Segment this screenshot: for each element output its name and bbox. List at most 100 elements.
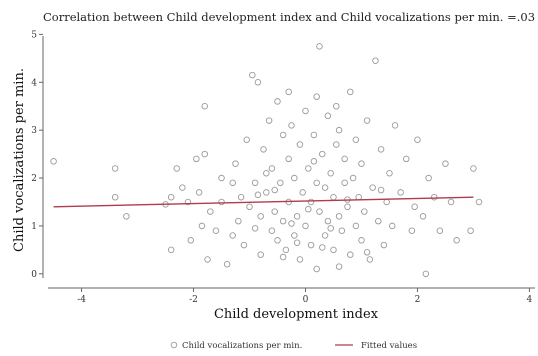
scatter-point — [279, 131, 287, 139]
scatter-point — [218, 198, 225, 206]
y-tick-label: 1 — [31, 222, 37, 232]
scatter-point — [184, 198, 192, 206]
scatter-point — [422, 270, 430, 278]
scatter-point — [254, 191, 262, 199]
scatter-point — [307, 198, 315, 206]
scatter-point — [316, 43, 323, 50]
x-tick-label: -2 — [189, 295, 198, 305]
scatter-point — [257, 213, 264, 220]
scatter-point — [167, 246, 175, 254]
scatter-point — [201, 102, 208, 110]
scatter-point — [243, 136, 250, 143]
scatter-point — [249, 71, 256, 79]
scatter-point — [349, 174, 357, 182]
scatter-point — [411, 203, 418, 211]
y-tick-label: 2 — [31, 174, 37, 184]
scatter-point — [293, 213, 301, 220]
scatter-point — [310, 158, 318, 165]
legend-scatter-marker — [170, 341, 178, 349]
scatter-point — [251, 179, 259, 187]
scatter-point — [296, 256, 304, 263]
scatter-point — [232, 160, 239, 167]
scatter-point — [327, 225, 334, 232]
scatter-point — [338, 227, 346, 234]
scatter-point — [347, 88, 354, 96]
scatter-point — [274, 237, 281, 244]
scatter-point — [391, 122, 399, 129]
scatter-point — [389, 222, 396, 230]
scatter-point — [436, 227, 444, 234]
scatter-point — [187, 237, 194, 244]
scatter-point — [313, 265, 320, 273]
legend: Child vocalizations per min. Fitted valu… — [170, 341, 417, 351]
scatter-point — [240, 241, 248, 249]
scatter-point — [341, 155, 348, 163]
scatter-point — [447, 198, 455, 206]
scatter-point — [372, 57, 379, 64]
legend-fit-label: Fitted values — [361, 341, 417, 351]
scatter-point — [218, 174, 225, 182]
scatter-point — [358, 237, 365, 244]
y-tick-label: 4 — [31, 78, 37, 88]
x-ticks: -4 -2 0 2 4 — [77, 288, 533, 305]
scatter-point — [268, 227, 276, 234]
scatter-point — [201, 150, 208, 158]
scatter-point — [380, 241, 388, 249]
scatter-point — [288, 122, 295, 129]
scatter-point — [470, 165, 477, 172]
scatter-point — [291, 174, 298, 182]
scatter-point — [430, 193, 438, 201]
scatter-point — [330, 246, 337, 254]
scatter-point — [307, 241, 315, 249]
fitted-lines — [53, 196, 474, 208]
scatter-point — [260, 146, 267, 153]
scatter-point — [263, 170, 270, 177]
scatter-point — [475, 198, 483, 206]
fitted-line — [53, 196, 474, 208]
scatter-point — [223, 260, 231, 268]
scatter-point — [386, 170, 393, 177]
scatter-point — [293, 239, 301, 246]
scatter-point — [207, 208, 214, 215]
scatter-point — [198, 222, 206, 230]
scatter-point — [313, 179, 320, 187]
scatter-point — [111, 193, 119, 201]
scatter-point — [377, 146, 385, 153]
scatter-point — [277, 179, 284, 187]
chart-title: Correlation between Child development in… — [43, 10, 535, 24]
scatter-point — [341, 179, 348, 187]
scatter-point — [265, 117, 273, 124]
scatter-point — [302, 222, 309, 230]
y-ticks: 0 1 2 3 4 5 — [31, 30, 43, 280]
scatter-point — [319, 150, 326, 158]
scatter-point — [335, 126, 343, 134]
scatter-point — [397, 189, 404, 196]
x-tick-label: 4 — [527, 295, 533, 305]
scatter-point — [316, 208, 323, 215]
scatter-point — [246, 203, 253, 211]
scatter-point — [229, 179, 236, 187]
scatter-point — [442, 160, 449, 167]
scatter-point — [319, 244, 326, 251]
scatter-point — [321, 184, 329, 191]
legend-scatter-label: Child vocalizations per min. — [182, 341, 302, 351]
scatter-point — [263, 189, 270, 196]
scatter-point — [414, 136, 421, 143]
scatter-point — [204, 256, 211, 263]
scatter-point — [271, 186, 278, 194]
scatter-point — [333, 102, 340, 110]
scatter-point — [352, 136, 360, 143]
scatter-point — [352, 222, 360, 230]
scatter-point — [366, 256, 374, 263]
scatter-point — [123, 213, 130, 220]
y-tick-label: 3 — [31, 126, 37, 136]
scatter-point — [193, 155, 200, 163]
x-tick-label: 0 — [303, 295, 309, 305]
scatter-point — [285, 155, 292, 163]
scatter-point — [369, 184, 376, 191]
scatter-point — [363, 117, 371, 124]
scatter-point — [195, 189, 203, 196]
scatter-point — [333, 141, 340, 148]
scatter-point — [288, 220, 295, 227]
